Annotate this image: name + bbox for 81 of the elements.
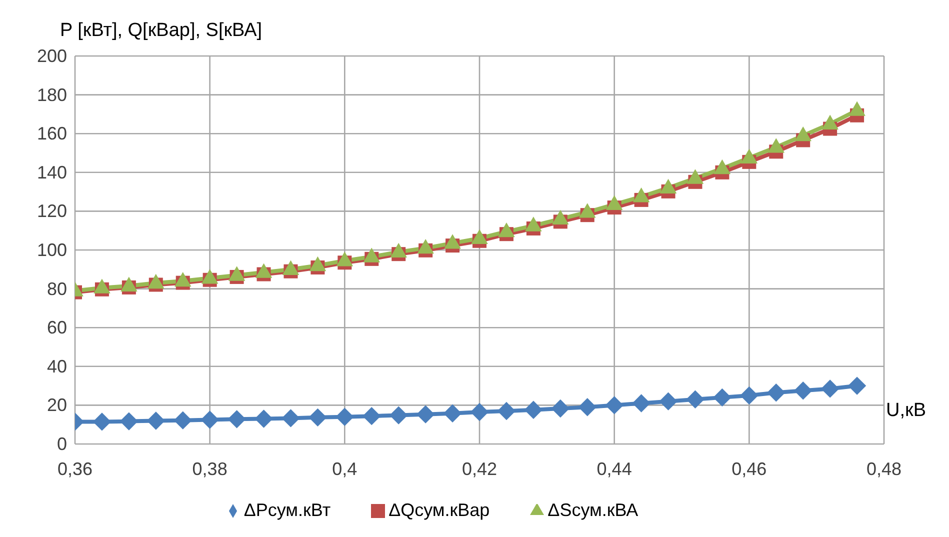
point xyxy=(551,399,570,418)
point xyxy=(714,159,731,174)
point xyxy=(228,410,246,428)
point xyxy=(632,188,650,202)
point xyxy=(794,382,812,400)
point xyxy=(794,126,812,142)
x-axis-title: U,кВ xyxy=(886,400,926,422)
point xyxy=(524,400,543,419)
point xyxy=(255,263,272,278)
y-tick-label: 80 xyxy=(46,278,67,299)
point xyxy=(200,410,219,429)
x-tick-label: 0,38 xyxy=(192,458,228,479)
point xyxy=(686,390,704,408)
point xyxy=(848,376,866,395)
point xyxy=(120,412,138,430)
point xyxy=(768,138,785,153)
point xyxy=(497,402,516,420)
y-axis-title: P [кВт], Q[кВар], S[кВА] xyxy=(60,20,262,42)
point xyxy=(282,260,300,275)
legend-label: ΔQсум.кВар xyxy=(388,500,490,520)
point xyxy=(470,402,489,422)
x-tick-label: 0,4 xyxy=(332,458,358,479)
point xyxy=(525,216,542,232)
point xyxy=(471,229,488,244)
point xyxy=(336,408,354,426)
point xyxy=(820,380,840,398)
point xyxy=(390,406,408,424)
x-tick-label: 0,44 xyxy=(596,458,632,479)
point xyxy=(740,148,758,164)
point xyxy=(228,266,246,281)
point xyxy=(848,101,866,116)
point xyxy=(174,411,192,430)
point xyxy=(444,234,461,249)
point xyxy=(578,203,596,218)
point xyxy=(660,178,677,194)
point xyxy=(94,278,110,294)
point xyxy=(605,396,624,414)
point xyxy=(309,256,326,272)
x-tick-label: 0,48 xyxy=(866,458,902,479)
y-tick-label: 120 xyxy=(36,201,67,222)
point xyxy=(92,412,112,431)
y-tick-label: 0 xyxy=(56,434,67,454)
point xyxy=(498,222,515,238)
y-tick-label: 20 xyxy=(46,395,67,416)
y-tick-label: 100 xyxy=(36,240,67,260)
point xyxy=(336,252,354,266)
point xyxy=(120,276,138,292)
point xyxy=(416,405,435,424)
point xyxy=(148,274,164,289)
y-tick-label: 40 xyxy=(46,356,67,376)
point xyxy=(632,394,650,412)
y-tick-label: 140 xyxy=(36,162,67,182)
legend-label: ΔSсум.кВА xyxy=(548,500,638,520)
x-tick-label: 0,46 xyxy=(732,458,767,479)
legend-label: ΔPсум.кВт xyxy=(244,500,331,520)
y-tick-label: 200 xyxy=(36,46,67,66)
point xyxy=(282,409,300,428)
point xyxy=(254,410,273,428)
point xyxy=(822,114,838,130)
y-tick-label: 60 xyxy=(46,318,67,338)
point xyxy=(767,383,786,402)
x-tick-label: 0,36 xyxy=(57,458,93,479)
point xyxy=(390,242,407,258)
point xyxy=(363,248,380,262)
point xyxy=(713,388,732,407)
point xyxy=(443,404,462,422)
point xyxy=(146,412,165,430)
y-tick-label: 160 xyxy=(36,124,67,144)
point xyxy=(686,169,704,184)
point xyxy=(659,392,678,410)
point xyxy=(201,269,218,284)
x-tick-label: 0,42 xyxy=(462,458,498,479)
point xyxy=(606,195,623,210)
point xyxy=(362,406,381,426)
point xyxy=(552,210,569,225)
point xyxy=(174,272,192,287)
y-tick-label: 180 xyxy=(36,84,67,105)
point xyxy=(578,398,596,416)
point xyxy=(417,238,434,254)
point xyxy=(308,408,327,427)
point xyxy=(740,386,758,405)
